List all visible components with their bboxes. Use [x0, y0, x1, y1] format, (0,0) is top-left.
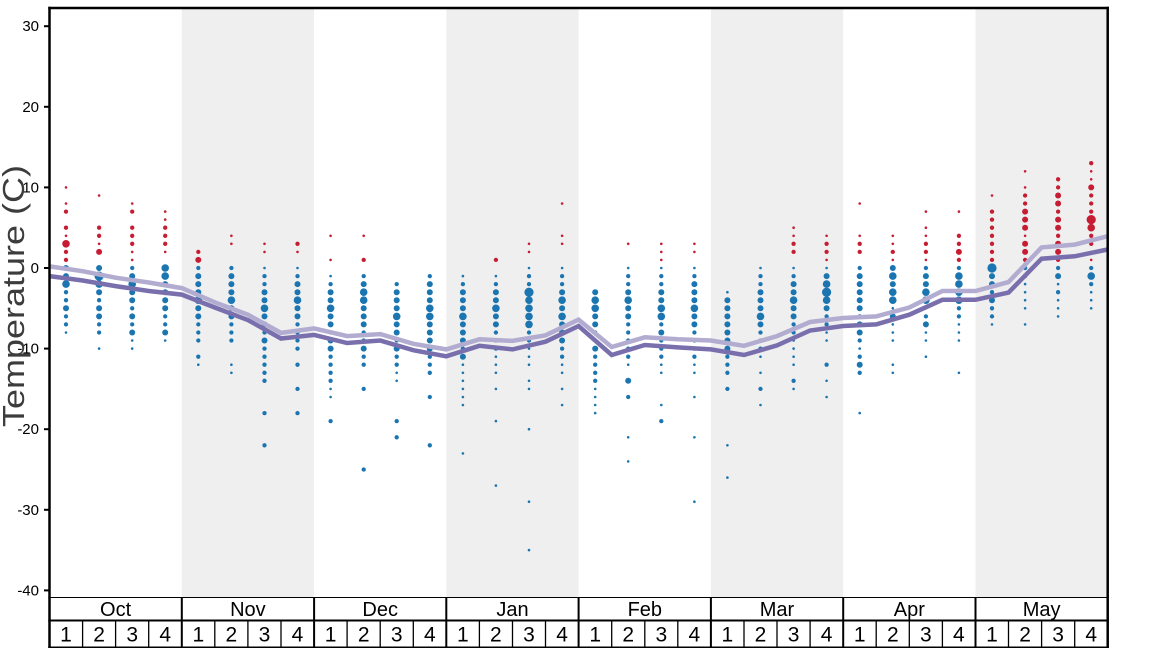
svg-text:2: 2: [93, 623, 105, 646]
svg-text:1: 1: [60, 623, 72, 646]
svg-text:3: 3: [126, 623, 138, 646]
svg-text:30: 30: [22, 18, 39, 35]
svg-text:0: 0: [31, 260, 39, 277]
svg-text:2: 2: [755, 623, 767, 646]
svg-text:1: 1: [325, 623, 337, 646]
svg-text:Apr: Apr: [894, 599, 925, 621]
svg-text:2: 2: [622, 623, 634, 646]
svg-text:2: 2: [358, 623, 370, 646]
svg-text:1: 1: [986, 623, 998, 646]
svg-text:4: 4: [953, 623, 965, 646]
svg-text:2: 2: [226, 623, 238, 646]
svg-text:4: 4: [1085, 623, 1097, 646]
svg-text:4: 4: [821, 623, 833, 646]
svg-text:10: 10: [22, 179, 39, 196]
svg-text:4: 4: [424, 623, 436, 646]
svg-text:Temperature (C): Temperature (C): [0, 165, 31, 427]
svg-text:3: 3: [788, 623, 800, 646]
svg-text:Oct: Oct: [100, 599, 132, 621]
svg-text:1: 1: [854, 623, 866, 646]
svg-text:May: May: [1023, 599, 1061, 621]
svg-text:3: 3: [1052, 623, 1064, 646]
svg-text:Dec: Dec: [362, 599, 398, 621]
svg-text:20: 20: [22, 99, 39, 116]
svg-text:-40: -40: [17, 582, 39, 599]
svg-text:3: 3: [391, 623, 403, 646]
svg-text:2: 2: [490, 623, 502, 646]
svg-text:-20: -20: [17, 421, 39, 438]
svg-text:Nov: Nov: [230, 599, 266, 621]
svg-text:4: 4: [292, 623, 304, 646]
svg-text:4: 4: [159, 623, 171, 646]
svg-text:1: 1: [722, 623, 734, 646]
svg-text:3: 3: [523, 623, 535, 646]
svg-text:Mar: Mar: [760, 599, 795, 621]
svg-text:Jan: Jan: [496, 599, 528, 621]
svg-text:1: 1: [589, 623, 601, 646]
svg-text:1: 1: [192, 623, 204, 646]
svg-text:4: 4: [556, 623, 568, 646]
svg-text:-10: -10: [17, 341, 39, 358]
svg-text:3: 3: [259, 623, 271, 646]
svg-text:Feb: Feb: [628, 599, 662, 621]
svg-text:1: 1: [457, 623, 469, 646]
svg-text:2: 2: [887, 623, 899, 646]
svg-text:3: 3: [920, 623, 932, 646]
svg-text:4: 4: [689, 623, 701, 646]
svg-text:-30: -30: [17, 502, 39, 519]
svg-text:2: 2: [1019, 623, 1031, 646]
svg-text:3: 3: [655, 623, 667, 646]
